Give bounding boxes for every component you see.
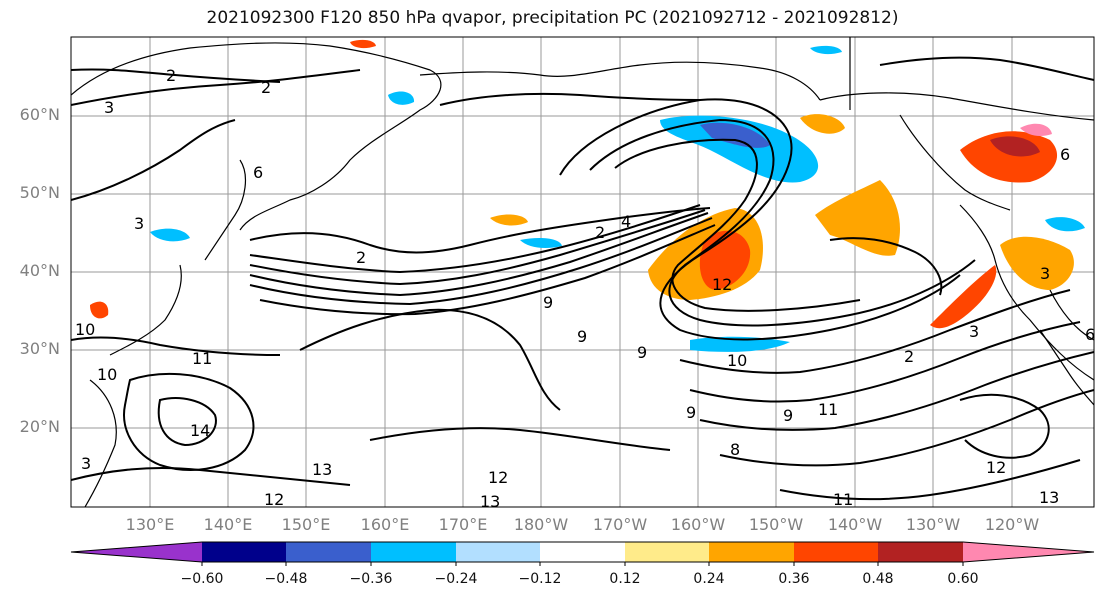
lon-label: 160°E xyxy=(360,515,410,534)
lon-label: 130°W xyxy=(905,515,961,534)
lon-label: 180°W xyxy=(513,515,569,534)
colorbar-tick-label: −0.60 xyxy=(180,571,224,587)
contour-label: 9 xyxy=(543,293,553,312)
contour-label: 9 xyxy=(637,343,647,362)
lon-label: 170°W xyxy=(592,515,648,534)
precip-positive-bc-light xyxy=(1020,123,1052,136)
contour-label: 2 xyxy=(261,78,271,97)
precip-negative-northwest xyxy=(388,91,415,105)
lat-label: 20°N xyxy=(19,417,60,436)
precip-negative-small4 xyxy=(1045,217,1085,232)
colorbar-tick-label: 0.24 xyxy=(693,571,725,587)
precip-positive-small2 xyxy=(350,39,376,49)
contour-label: 10 xyxy=(97,365,117,384)
contour-label: 2 xyxy=(595,223,605,242)
contour-label: 12 xyxy=(712,275,732,294)
contour-label: 2 xyxy=(166,66,176,85)
precip-shading xyxy=(90,39,1085,352)
contour-label: 6 xyxy=(1060,145,1070,164)
contour-label: 13 xyxy=(480,492,500,511)
contour-label: 13 xyxy=(312,460,332,479)
lon-label: 120°W xyxy=(984,515,1040,534)
precip-positive-gulf xyxy=(815,180,900,256)
precip-negative-small3 xyxy=(150,228,190,242)
precip-positive-small1 xyxy=(490,214,528,226)
lat-label: 50°N xyxy=(19,183,60,202)
lon-label: 170°E xyxy=(438,515,488,534)
lat-label: 30°N xyxy=(19,339,60,358)
lon-label: 140°W xyxy=(827,515,883,534)
precip-positive-bc-core xyxy=(990,136,1040,157)
contour-label: 8 xyxy=(730,440,740,459)
precip-negative-small2 xyxy=(810,45,842,55)
contour-label: 14 xyxy=(190,421,210,440)
contour-label: 2 xyxy=(904,347,914,366)
contour-label: 12 xyxy=(986,458,1006,477)
lon-label: 160°W xyxy=(670,515,726,534)
contour-label: 6 xyxy=(253,163,263,182)
contour-label: 3 xyxy=(1040,264,1050,283)
contour-label: 11 xyxy=(818,400,838,419)
lon-label: 150°W xyxy=(748,515,804,534)
lon-label: 140°E xyxy=(203,515,253,534)
contour-label: 3 xyxy=(134,214,144,233)
contour-label: 9 xyxy=(577,327,587,346)
contour-label: 2 xyxy=(356,248,366,267)
contour-label: 10 xyxy=(75,320,95,339)
gridlines xyxy=(71,37,1094,507)
colorbar-tick-label: −0.24 xyxy=(434,571,478,587)
precip-positive-coast xyxy=(930,265,997,329)
lon-label: 150°E xyxy=(281,515,331,534)
precip-negative-small1 xyxy=(520,238,562,248)
contour-label: 13 xyxy=(1039,488,1059,507)
contour-label: 9 xyxy=(686,403,696,422)
precip-positive-pnw xyxy=(1000,236,1074,290)
contour-label: 6 xyxy=(1085,325,1095,344)
lat-label: 60°N xyxy=(19,105,60,124)
precip-positive-west xyxy=(90,301,109,319)
contour-label: 10 xyxy=(727,351,747,370)
contour-label: 3 xyxy=(81,454,91,473)
contour-label: 3 xyxy=(969,322,979,341)
contour-label: 3 xyxy=(104,98,114,117)
contour-label: 12 xyxy=(264,490,284,509)
map-title: 2021092300 F120 850 hPa qvapor, precipit… xyxy=(206,8,899,28)
precip-negative-aleutian-core xyxy=(700,122,770,148)
lon-label: 130°E xyxy=(125,515,175,534)
precip-positive-north xyxy=(800,114,845,134)
colorbar-tick-label: 0.36 xyxy=(778,571,810,587)
precip-negative-aleutian xyxy=(660,115,819,183)
contour-label: 9 xyxy=(783,406,793,425)
contour-lines xyxy=(71,56,1094,501)
colorbar-tick-label: −0.12 xyxy=(518,571,562,587)
colorbar-tick-label: 0.12 xyxy=(609,571,641,587)
precip-negative-subtropic xyxy=(690,336,790,352)
colorbar-tick-label: 0.60 xyxy=(947,571,979,587)
colorbar-tick-label: 0.48 xyxy=(862,571,894,587)
contour-label: 12 xyxy=(488,468,508,487)
colorbar-tick-label: −0.36 xyxy=(349,571,393,587)
contour-label: 11 xyxy=(192,349,212,368)
colorbar-tick-label: −0.48 xyxy=(264,571,308,587)
contour-label: 4 xyxy=(621,212,631,231)
contour-label: 11 xyxy=(833,490,853,509)
lat-label: 40°N xyxy=(19,261,60,280)
